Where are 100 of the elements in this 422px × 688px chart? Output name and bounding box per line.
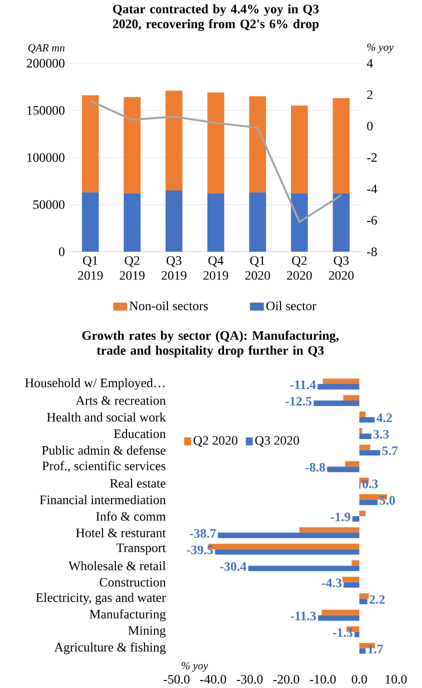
data-label: -38.7 — [190, 529, 216, 538]
y-tick-label: 200000 — [26, 58, 65, 68]
y-tick-label: Education — [114, 429, 166, 438]
bar — [344, 582, 360, 588]
y-tick-label: Household w/ Employed… — [25, 378, 165, 390]
x-tick-label: Q2 2019 — [120, 256, 145, 280]
y2-tick-label: 0 — [367, 122, 373, 130]
data-label: -11.3 — [290, 612, 316, 620]
y-tick-label: Manufacturing — [90, 609, 166, 622]
y2-tick-label: 2 — [367, 90, 373, 99]
bar — [291, 106, 308, 194]
bar — [215, 549, 360, 555]
y-tick-label: Financial intermediation — [40, 495, 166, 504]
bar — [322, 610, 360, 616]
y-tick-label: Info & comm — [96, 512, 166, 521]
data-label: -1.3 — [333, 628, 353, 637]
data-label: 5.7 — [382, 446, 398, 456]
y-tick-label: 0 — [59, 247, 65, 256]
y-tick-label: Real estate — [110, 478, 166, 488]
bar — [208, 92, 224, 194]
bar — [314, 400, 360, 406]
data-label: 3.3 — [374, 430, 389, 439]
bar — [218, 532, 360, 538]
data-label: -12.5 — [286, 396, 312, 406]
bar — [124, 97, 141, 194]
y-tick-label: Agriculture & fishing — [54, 642, 166, 654]
y-tick-label: Electricity, gas and water — [36, 592, 166, 605]
bar — [82, 95, 99, 192]
data-label: 0.3 — [362, 480, 378, 488]
bar — [359, 510, 366, 516]
legend-label: Oil sector — [266, 301, 316, 310]
y-tick-label: 50000 — [34, 200, 65, 209]
data-label: -8.8 — [306, 462, 326, 472]
bar — [352, 516, 360, 522]
legend-label: Q2 2020 — [194, 436, 238, 447]
line-series — [90, 100, 342, 223]
bar — [332, 193, 350, 252]
data-label: -39.5 — [187, 546, 213, 554]
bar — [345, 461, 360, 467]
bar — [249, 96, 266, 192]
bar — [82, 192, 99, 252]
legend-label: Q3 2020 — [255, 436, 300, 447]
bar — [359, 434, 372, 440]
x-axis-title: % yoy — [182, 662, 208, 672]
data-label: -30.4 — [220, 562, 246, 571]
y-tick-label: Health and social work — [47, 412, 166, 422]
bar — [359, 598, 368, 604]
bar — [342, 576, 360, 582]
y-tick-label: Arts & recreation — [76, 396, 166, 405]
chart-title: Qatar contracted by 4.4% yoy in Q3 2020, recovering from Q2's 6% drop — [113, 4, 319, 31]
bar — [124, 193, 141, 252]
y-tick-label: Public admin & defense — [42, 445, 166, 455]
bar — [359, 648, 366, 654]
chart-title: Growth rates by sector (QA): Manufacturing, trade and hospitality drop further in Q3 — [82, 330, 339, 358]
y-tick-label: Mining — [128, 626, 166, 638]
bar — [359, 593, 369, 599]
y2-axis-title: % yoy — [367, 43, 394, 54]
x-tick-label: 0.0 — [352, 674, 368, 684]
bar — [249, 192, 266, 252]
data-label: -1.9 — [330, 512, 350, 522]
y-tick-label: Transport — [116, 544, 166, 555]
x-tick-label: Q2 2020 — [287, 256, 312, 280]
bar — [248, 566, 360, 572]
bar — [318, 615, 360, 621]
data-label: 2.2 — [370, 595, 385, 604]
x-tick-label: -10.0 — [310, 674, 336, 684]
bar — [359, 500, 378, 506]
bar — [359, 444, 370, 450]
y-tick-label: Hotel & resturant — [76, 528, 166, 538]
y-tick-label: Wholesale & retail — [68, 561, 166, 570]
x-tick-label: -20.0 — [273, 674, 300, 684]
data-label: 5.0 — [380, 496, 396, 505]
x-tick-label: -50.0 — [164, 674, 190, 684]
bar — [291, 193, 308, 252]
bar — [208, 193, 224, 252]
legend-label: Non-oil sectors — [130, 301, 208, 310]
y-tick-label: 100000 — [28, 153, 65, 162]
bar — [166, 190, 183, 252]
bar — [354, 632, 360, 638]
y-tick-label: Prof., scientific services — [42, 461, 166, 472]
x-tick-label: Q4 2019 — [204, 256, 228, 280]
data-label: 4.2 — [376, 413, 392, 422]
data-label: 1.7 — [368, 644, 384, 654]
x-tick-label: Q1 2020 — [245, 256, 270, 280]
y-tick-label: 150000 — [28, 106, 65, 115]
y2-tick-label: -8 — [367, 247, 378, 256]
bar — [332, 98, 350, 194]
bar — [300, 527, 360, 533]
y2-tick-label: 4 — [367, 58, 374, 68]
bar — [359, 412, 366, 418]
bar — [359, 450, 380, 456]
y-tick-label: Construction — [100, 578, 166, 587]
x-tick-label: 10.0 — [386, 674, 407, 684]
x-tick-label: -30.0 — [236, 674, 263, 684]
y-axis-title: QAR mn — [28, 44, 65, 54]
bar — [352, 560, 360, 566]
x-tick-label: Q3 2019 — [162, 256, 187, 280]
bar — [322, 378, 360, 384]
bar — [343, 395, 360, 401]
data-label: -4.3 — [322, 578, 342, 588]
